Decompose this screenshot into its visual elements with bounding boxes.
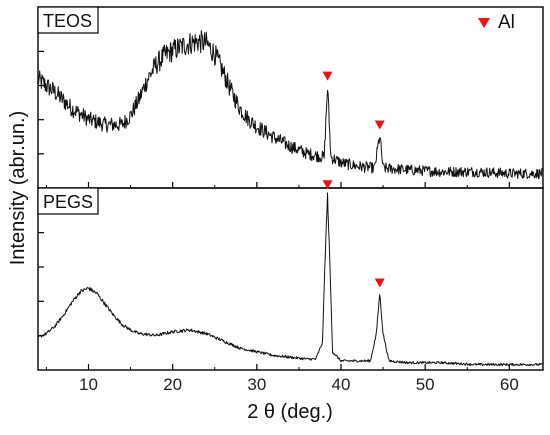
al-peak-marker xyxy=(322,71,333,81)
teos-series-line xyxy=(37,30,544,180)
pegs-panel: PEGS xyxy=(37,180,544,371)
teos-label-box: TEOS xyxy=(37,6,99,34)
legend-marker xyxy=(478,18,490,28)
pegs-series-line xyxy=(37,192,544,367)
al-peak-marker xyxy=(322,180,333,190)
panel-label: TEOS xyxy=(43,11,92,31)
x-tick-label: 50 xyxy=(416,375,435,394)
x-axis: 10 20 30 40 50 60 xyxy=(79,375,519,394)
label-box-frame xyxy=(37,187,99,215)
teos-panel: TEOS Al xyxy=(37,6,544,189)
label-box-frame xyxy=(37,6,99,34)
al-peak-marker xyxy=(374,120,385,130)
legend-label: Al xyxy=(498,12,515,33)
y-axis-title: Intensity (abr.un.) xyxy=(7,111,29,266)
x-tick-label: 10 xyxy=(79,375,98,394)
panel-frame xyxy=(37,6,544,189)
x-tick-label: 20 xyxy=(163,375,182,394)
legend: Al xyxy=(478,12,515,33)
x-axis-title: 2 θ (deg.) xyxy=(247,401,333,423)
panel-frame xyxy=(37,187,544,371)
x-tick-label: 60 xyxy=(500,375,519,394)
x-tick-label: 30 xyxy=(247,375,266,394)
x-tick-label: 40 xyxy=(332,375,351,394)
pegs-label-box: PEGS xyxy=(37,187,99,215)
al-peak-marker xyxy=(374,278,385,288)
panel-label: PEGS xyxy=(43,192,93,212)
